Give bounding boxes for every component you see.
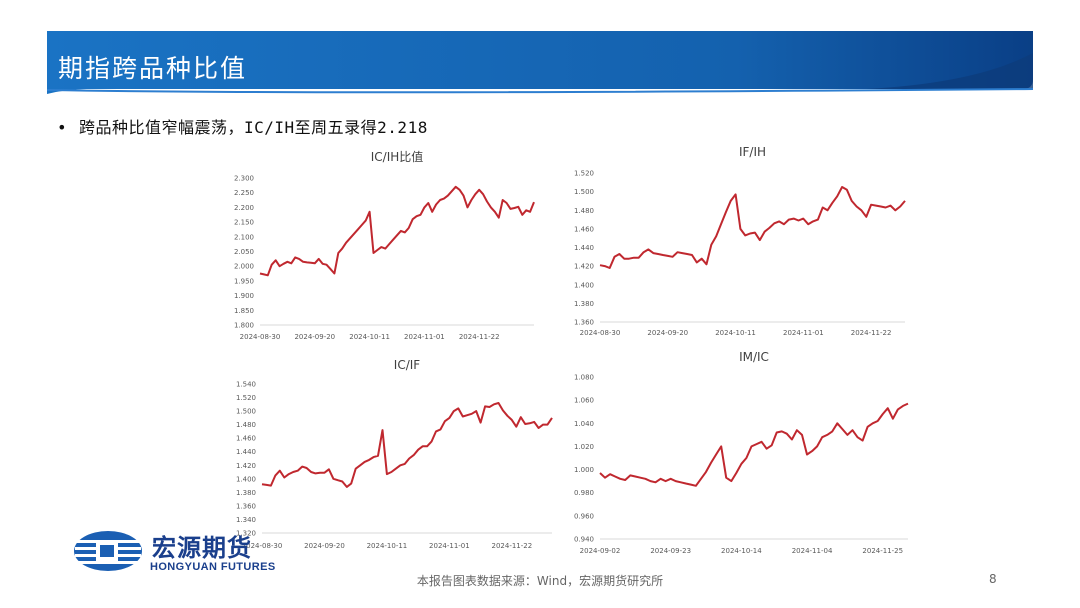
x-tick-label: 2024-10-11 (715, 329, 756, 337)
x-tick-label: 2024-08-30 (242, 542, 283, 550)
y-tick-label: 1.480 (574, 207, 594, 215)
x-tick-label: 2024-11-22 (492, 542, 533, 550)
y-tick-label: 1.520 (574, 170, 594, 178)
x-tick-label: 2024-11-22 (851, 329, 892, 337)
x-tick-label: 2024-09-20 (647, 329, 688, 337)
y-tick-label: 0.940 (574, 536, 594, 544)
chart-ic-ih: IC/IH比值 1.800 1.850 1.900 1.950 2.000 2.050 2.1… (234, 149, 535, 341)
y-tick-label: 1.500 (236, 408, 256, 416)
x-tick-label: 2024-10-11 (367, 542, 408, 550)
x-tick-label: 2024-08-30 (240, 333, 281, 341)
data-source-note: 本报告图表数据来源：Wind，宏源期货研究所 (416, 574, 664, 588)
y-tick-label: 1.320 (236, 530, 256, 538)
y-tick-label: 2.150 (234, 219, 254, 227)
y-tick-label: 1.800 (234, 322, 254, 330)
y-tick-label: 1.360 (236, 502, 256, 510)
y-tick-label: 1.460 (236, 435, 256, 443)
title-bar: 期指跨品种比值 (47, 31, 1033, 94)
chart-title: IF/IH (739, 145, 766, 159)
x-tick-label: 2024-11-01 (429, 542, 470, 550)
x-tick-label: 2024-11-04 (792, 547, 833, 555)
y-tick-label: 2.050 (234, 248, 254, 256)
x-tick-label: 2024-09-02 (580, 547, 621, 555)
y-tick-label: 1.950 (234, 277, 254, 285)
y-tick-label: 1.420 (574, 263, 594, 271)
y-tick-label: 2.200 (234, 204, 254, 212)
y-tick-label: 0.960 (574, 512, 594, 520)
y-tick-label: 1.020 (574, 443, 594, 451)
y-tick-label: 2.100 (234, 233, 254, 241)
x-tick-label: 2024-10-11 (349, 333, 390, 341)
y-tick-label: 1.340 (236, 516, 256, 524)
y-tick-label: 1.480 (236, 421, 256, 429)
chart-title: IM/IC (739, 350, 769, 364)
chart-if-ih: IF/IH 1.360 1.380 1.400 1.420 1.440 1.460 1.480… (574, 145, 906, 337)
y-tick-label: 1.080 (574, 374, 594, 382)
y-tick-label: 1.400 (236, 475, 256, 483)
series-line (599, 402, 909, 487)
y-tick-label: 1.380 (574, 300, 594, 308)
y-tick-label: 1.400 (574, 281, 594, 289)
title-bar-background (47, 31, 1033, 94)
y-tick-label: 1.460 (574, 225, 594, 233)
x-tick-label: 2024-11-01 (404, 333, 445, 341)
chart-ic-if: IC/IF 1.320 1.340 1.360 1.380 1.400 1.420 1.440… (236, 358, 553, 550)
series-line (259, 185, 535, 277)
x-tick-label: 2024-11-22 (459, 333, 500, 341)
series-line (261, 402, 553, 488)
hongyuan-logo-icon (74, 531, 142, 571)
bullet-dot-icon: • (57, 118, 68, 137)
y-tick-label: 1.540 (236, 381, 256, 389)
y-tick-label: 1.900 (234, 292, 254, 300)
x-tick-label: 2024-09-20 (294, 333, 335, 341)
x-tick-label: 2024-11-25 (862, 547, 903, 555)
y-tick-label: 0.980 (574, 489, 594, 497)
y-tick-label: 1.520 (236, 394, 256, 402)
y-tick-label: 1.440 (236, 448, 256, 456)
y-tick-label: 2.250 (234, 189, 254, 197)
x-tick-label: 2024-11-01 (783, 329, 824, 337)
chart-im-ic: IM/IC 0.940 0.960 0.980 1.000 1.020 1.040 1.060… (574, 350, 909, 555)
x-tick-label: 2024-09-23 (650, 547, 691, 555)
y-tick-label: 1.360 (574, 319, 594, 327)
y-tick-label: 1.850 (234, 307, 254, 315)
y-tick-label: 1.060 (574, 397, 594, 405)
y-tick-label: 1.420 (236, 462, 256, 470)
y-tick-label: 1.380 (236, 489, 256, 497)
x-tick-label: 2024-09-20 (304, 542, 345, 550)
logo-chinese-name: 宏源期货 (152, 534, 252, 562)
x-tick-label: 2024-10-14 (721, 547, 762, 555)
company-logo: 宏源期货 HONGYUAN FUTURES (72, 527, 312, 577)
y-tick-label: 1.440 (574, 244, 594, 252)
y-tick-label: 2.300 (234, 175, 254, 183)
bullet-text: 跨品种比值窄幅震荡，IC/IH至周五录得2.218 (79, 118, 428, 137)
logo-english-name: HONGYUAN FUTURES (150, 561, 276, 573)
y-tick-label: 1.040 (574, 420, 594, 428)
series-line (599, 186, 906, 269)
y-tick-label: 1.500 (574, 188, 594, 196)
y-tick-label: 2.000 (234, 263, 254, 271)
bullet-text-line: • 跨品种比值窄幅震荡，IC/IH至周五录得2.218 (57, 114, 428, 138)
chart-title: IC/IF (394, 358, 421, 372)
page-title: 期指跨品种比值 (58, 54, 248, 83)
x-tick-label: 2024-08-30 (580, 329, 621, 337)
chart-title: IC/IH比值 (371, 149, 424, 164)
page-number: 8 (989, 572, 997, 586)
y-tick-label: 1.000 (574, 466, 594, 474)
